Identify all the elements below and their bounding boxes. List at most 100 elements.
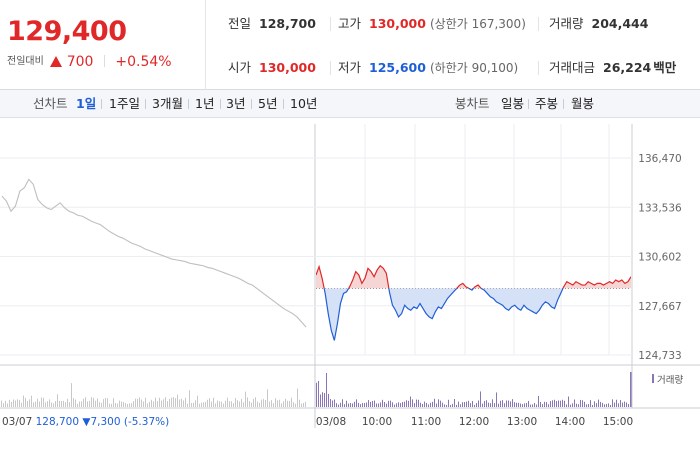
prev-close-label: 전일	[228, 16, 252, 31]
volume-bar-prev	[229, 401, 230, 407]
volume-bar-prev	[101, 402, 102, 407]
volume-bar-today	[360, 404, 361, 407]
volume-bar-prev	[39, 401, 40, 407]
volume-bar-today	[584, 401, 585, 407]
volume-bar-prev	[65, 402, 66, 407]
volume-bar-prev	[19, 400, 20, 407]
volume-bar-today	[562, 399, 563, 407]
volume-bar-today	[422, 403, 423, 407]
volume-bar-prev	[177, 394, 178, 407]
volume-bar-prev	[285, 398, 286, 407]
x-tick-label: 10:00	[362, 416, 392, 428]
period-3m[interactable]: 3개월	[152, 96, 183, 111]
volume-bar-today	[396, 403, 397, 407]
volume-bar-today	[446, 404, 447, 407]
volume-bar-prev	[15, 400, 16, 407]
volume-bar-prev	[181, 398, 182, 407]
volume-bar-today	[598, 399, 599, 407]
volume-bar-today	[508, 400, 509, 407]
amount-item: 거래대금 26,224 백만	[549, 59, 676, 77]
volume-bar-prev	[227, 397, 228, 407]
x-tick-label: 14:00	[555, 416, 585, 428]
volume-bar-prev	[11, 402, 12, 407]
volume-bar-today	[340, 402, 341, 407]
volume-bar-prev	[211, 401, 212, 407]
open-value: 130,000	[259, 60, 316, 75]
candle-daily[interactable]: 일봉	[501, 96, 525, 111]
volume-bar-prev	[143, 401, 144, 407]
y-tick-label: 124,733	[638, 350, 681, 362]
volume-bar-today	[592, 404, 593, 407]
high-value: 130,000	[369, 16, 426, 31]
y-tick-label: 136,470	[638, 153, 681, 165]
volume-bar-prev	[207, 399, 208, 407]
divider	[145, 99, 146, 109]
quote-summary: 129,400 전일대비 700 +0.54% 전일 128,700 고가 130,…	[0, 0, 700, 90]
volume-bar-today	[334, 399, 335, 407]
volume-bar-prev	[153, 401, 154, 407]
volume-bar-today	[624, 401, 625, 407]
volume-bar-today	[566, 404, 567, 407]
volume-bar-prev	[43, 397, 44, 407]
volume-bar-prev	[293, 402, 294, 407]
volume-bar-today	[498, 403, 499, 407]
volume-bar-prev	[1, 400, 2, 407]
volume-bar-prev	[187, 403, 188, 407]
volume-bar-today	[532, 404, 533, 407]
candle-weekly[interactable]: 주봉	[535, 96, 559, 111]
volume-item: 거래량 204,444	[549, 15, 648, 33]
volume-bar-today	[490, 403, 491, 407]
period-1y[interactable]: 1년	[195, 96, 215, 111]
volume-bar-today	[374, 400, 375, 407]
volume-bar-today	[602, 402, 603, 407]
volume-bar-today	[606, 403, 607, 407]
volume-bar-today	[442, 402, 443, 407]
period-1w[interactable]: 1주일	[109, 96, 140, 111]
volume-bar-today	[326, 372, 327, 407]
period-1d[interactable]: 1일	[76, 96, 97, 111]
volume-bar-prev	[297, 388, 298, 407]
volume-bar-prev	[287, 400, 288, 407]
today-line-down	[323, 288, 564, 341]
volume-bar-prev	[93, 397, 94, 407]
volume-bar-today	[482, 403, 483, 407]
volume-bar-prev	[219, 401, 220, 407]
volume-bar-today	[500, 400, 501, 407]
volume-bar-prev	[85, 397, 86, 407]
volume-bar-today	[448, 399, 449, 407]
volume-bar-today	[410, 396, 411, 407]
prev-day-date: 03/07	[2, 416, 36, 428]
today-area-down	[316, 288, 631, 341]
volume-bar-prev	[209, 398, 210, 407]
change-value: 700	[66, 54, 94, 70]
volume-bar-today	[386, 403, 387, 407]
volume-bar-today	[324, 392, 325, 407]
volume-bar-prev	[113, 398, 114, 407]
candle-monthly[interactable]: 월봉	[571, 96, 595, 111]
volume-bar-prev	[291, 397, 292, 407]
period-10y[interactable]: 10년	[290, 96, 318, 111]
volume-bar-today	[460, 404, 461, 407]
volume-bar-prev	[137, 398, 138, 407]
period-5y[interactable]: 5년	[258, 96, 278, 111]
volume-bar-today	[628, 403, 629, 407]
volume-bar-prev	[269, 401, 270, 407]
volume-bar-prev	[129, 403, 130, 407]
volume-bar-prev	[115, 402, 116, 407]
divider	[330, 17, 331, 31]
volume-bar-today	[594, 401, 595, 407]
period-3y[interactable]: 3년	[226, 96, 246, 111]
volume-bar-prev	[31, 395, 32, 407]
volume-bar-today	[552, 400, 553, 407]
volume-bar-today	[558, 400, 559, 407]
volume-bar-prev	[71, 383, 72, 407]
volume-bar-prev	[253, 398, 254, 407]
volume-bar-today	[530, 404, 531, 407]
volume-bar-today	[520, 403, 521, 407]
volume-bar-prev	[257, 401, 258, 407]
volume-bar-today	[320, 394, 321, 407]
volume-bar-prev	[139, 397, 140, 407]
volume-bar-prev	[179, 399, 180, 407]
volume-bar-today	[354, 401, 355, 407]
